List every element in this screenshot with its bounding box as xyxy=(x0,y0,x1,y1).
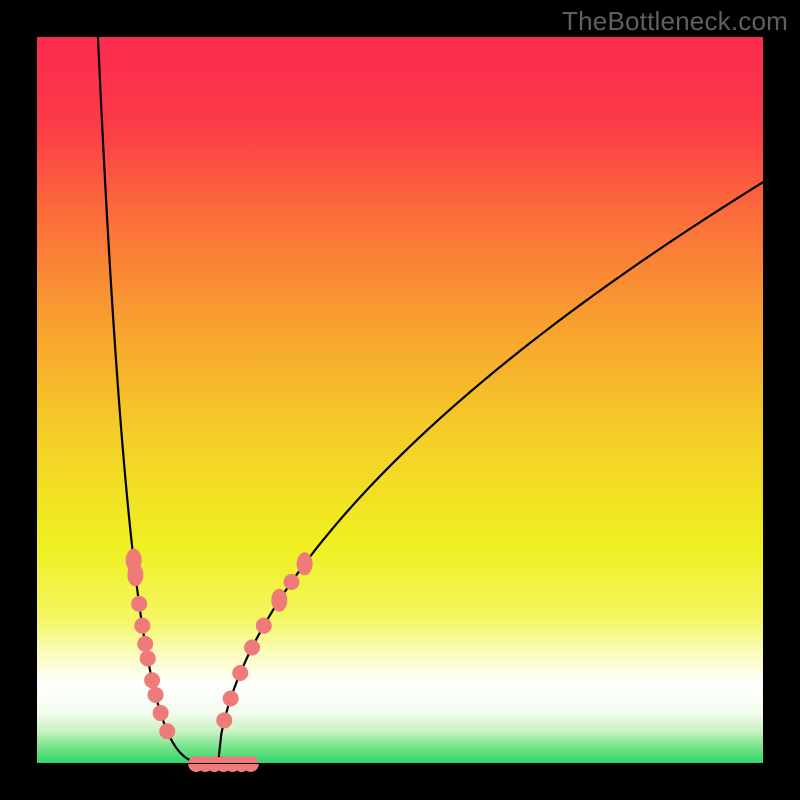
marker-dot xyxy=(297,553,312,575)
marker-dot xyxy=(148,687,163,702)
marker-dot xyxy=(233,666,248,681)
marker-dot xyxy=(160,724,175,739)
marker-dot xyxy=(284,575,299,590)
chart-stage: TheBottleneck.com xyxy=(0,0,800,800)
marker-dot xyxy=(135,618,150,633)
marker-dot xyxy=(256,618,271,633)
bottleneck-chart xyxy=(0,0,800,800)
marker-dot xyxy=(217,713,232,728)
marker-dot xyxy=(153,706,168,721)
marker-dot xyxy=(128,564,143,586)
marker-dot xyxy=(272,589,287,611)
marker-dot xyxy=(145,673,160,688)
marker-dot xyxy=(138,636,153,651)
marker-dot xyxy=(140,651,155,666)
marker-dot xyxy=(223,691,238,706)
marker-dot xyxy=(245,640,260,655)
marker-dot xyxy=(132,596,147,611)
